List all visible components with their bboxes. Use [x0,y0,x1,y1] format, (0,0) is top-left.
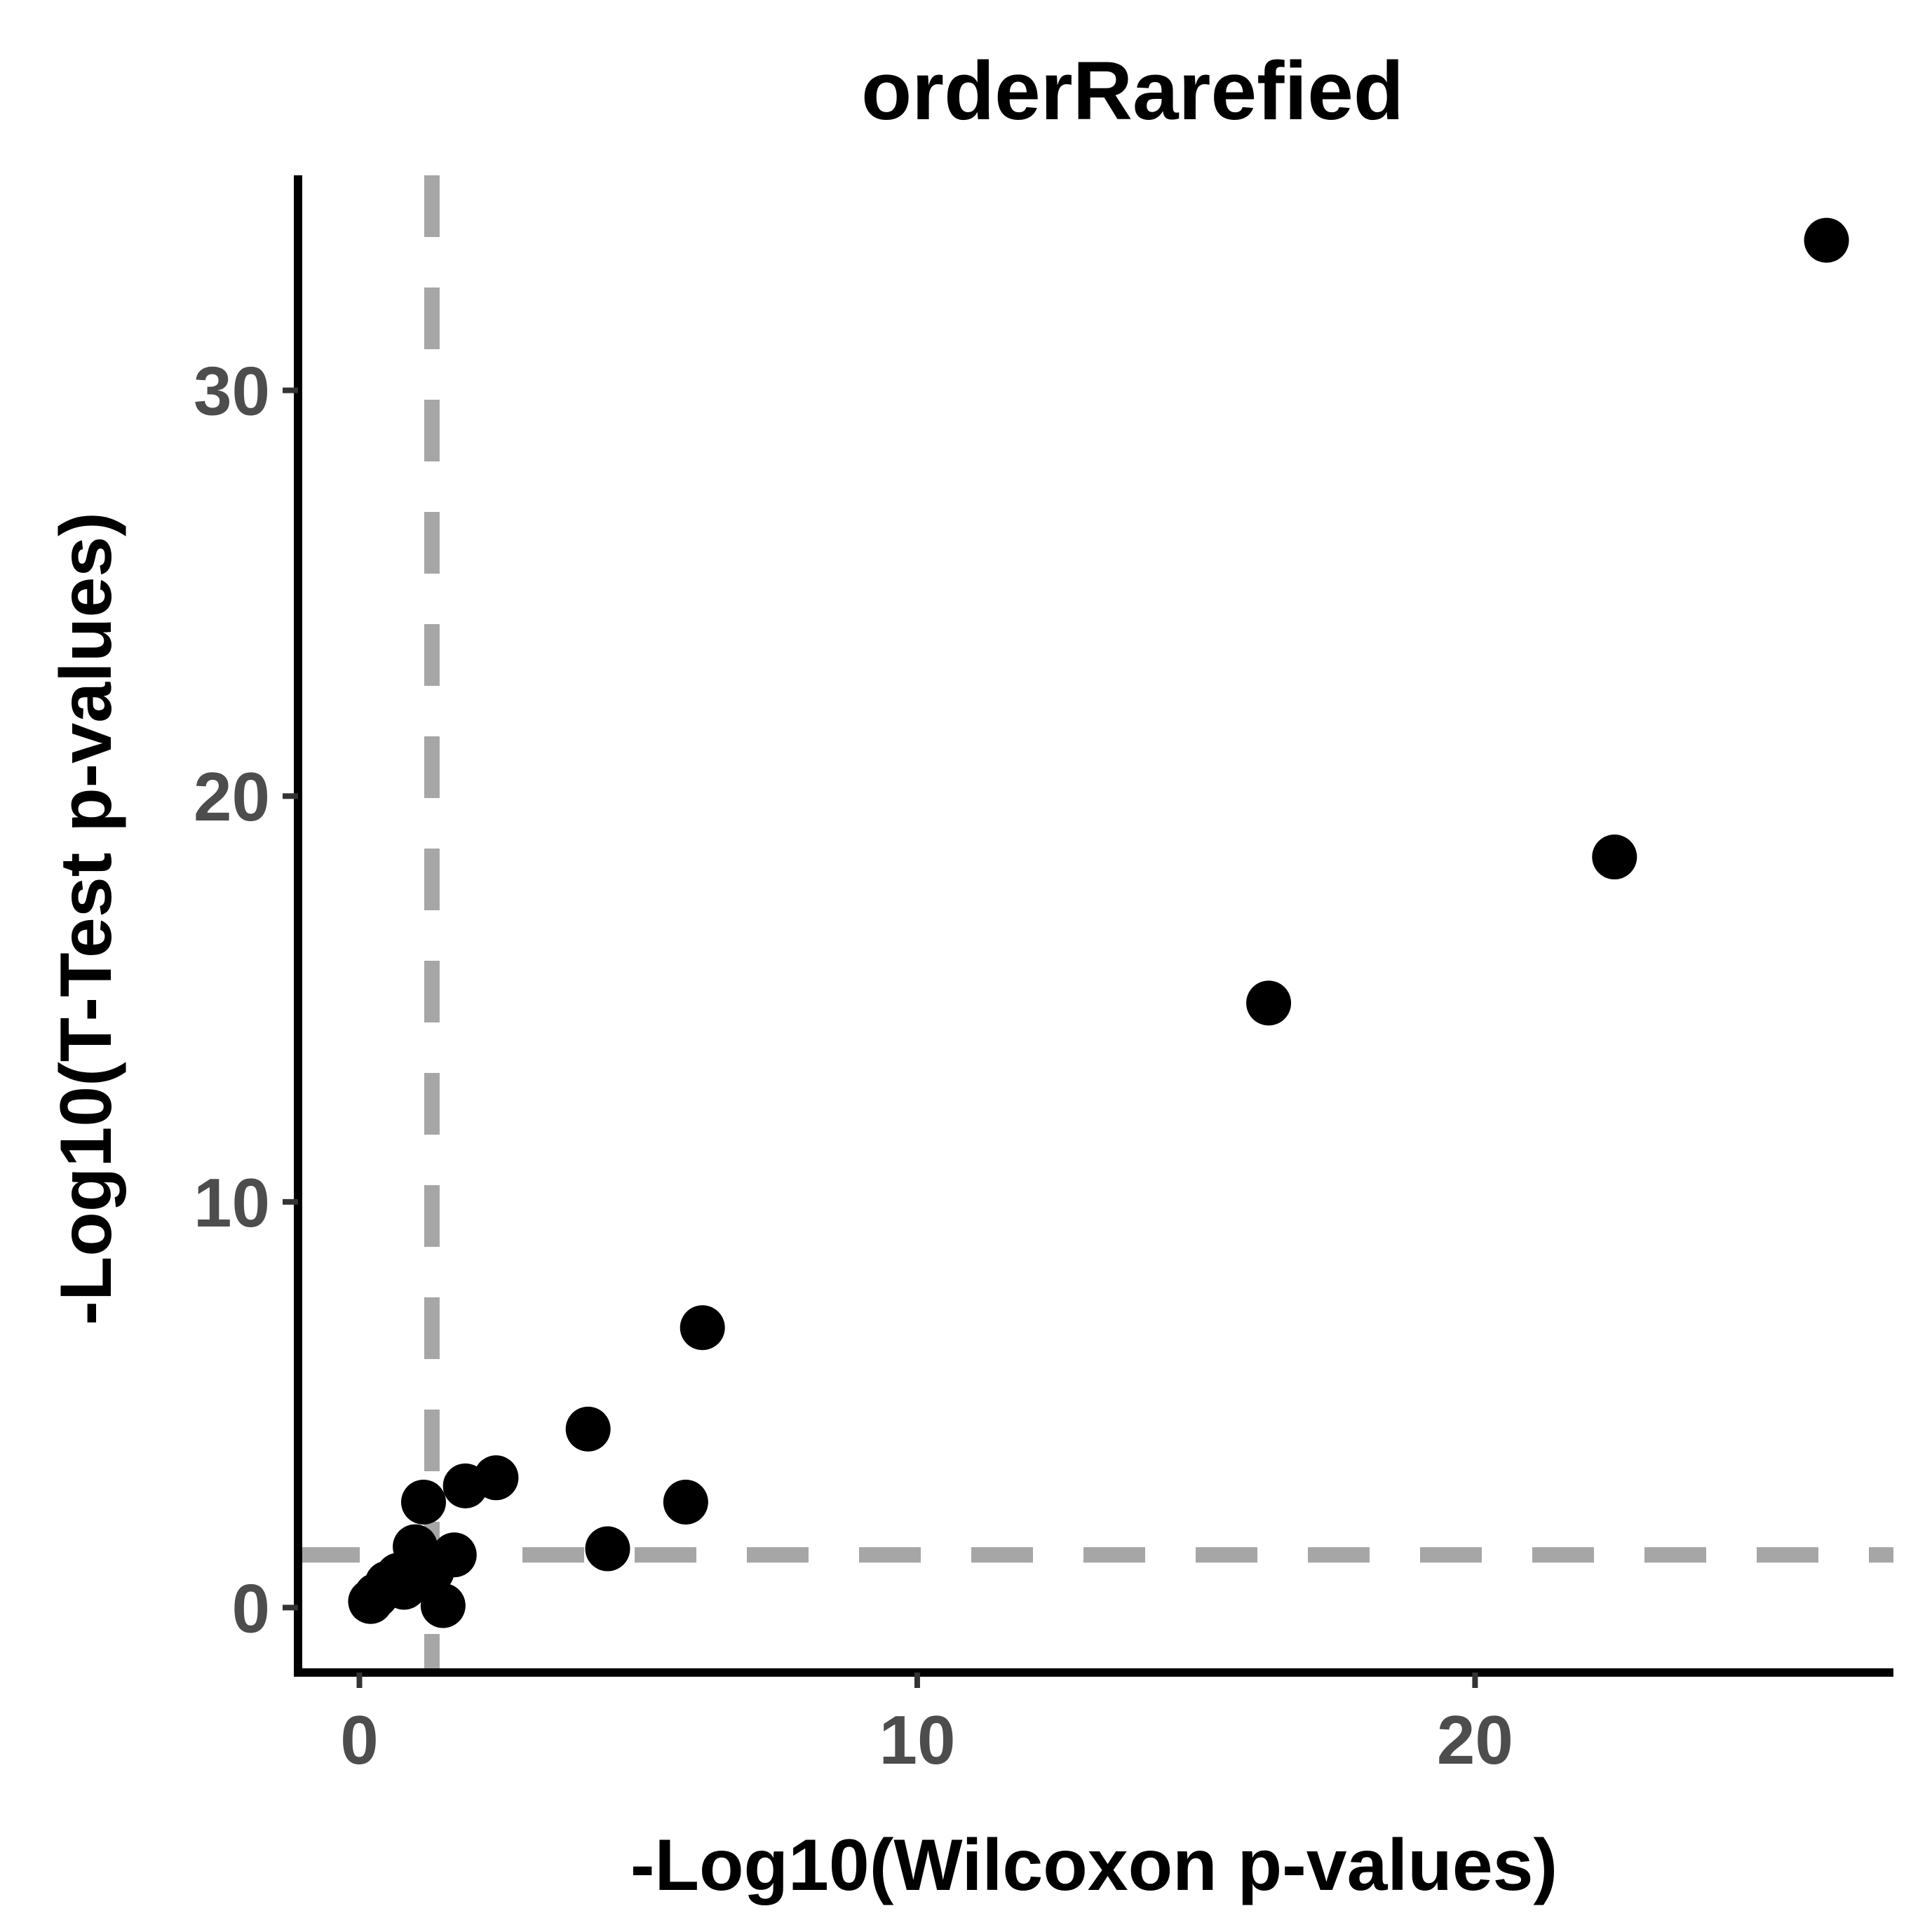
data-point [400,1479,446,1525]
data-point [565,1406,611,1452]
data-point [431,1532,477,1578]
y-axis-label: -Log10(T-Test p-values) [46,512,127,1325]
data-point [663,1479,708,1525]
chart-title: orderRarefied [861,45,1404,137]
x-tick-label: 10 [879,1701,955,1778]
ticks: 0 10 20 0 10 20 30 [194,353,1513,1778]
axes [294,175,1893,1677]
data-point [1804,217,1849,263]
x-tick-label: 20 [1437,1701,1513,1778]
data-point [1246,980,1292,1026]
x-tick-label: 0 [340,1701,379,1778]
data-point [420,1583,466,1628]
data-point [585,1526,630,1572]
x-axis-label: -Log10(Wilcoxon p-values) [630,1825,1558,1906]
data-point [1592,835,1637,880]
data-point [680,1305,725,1351]
data-points [348,217,1849,1628]
y-tick-label: 20 [194,758,270,835]
y-tick-label: 0 [231,1569,270,1647]
y-tick-label: 10 [194,1164,270,1241]
data-point [473,1455,519,1501]
y-tick-label: 30 [194,353,270,430]
threshold-lines [298,175,1893,1673]
